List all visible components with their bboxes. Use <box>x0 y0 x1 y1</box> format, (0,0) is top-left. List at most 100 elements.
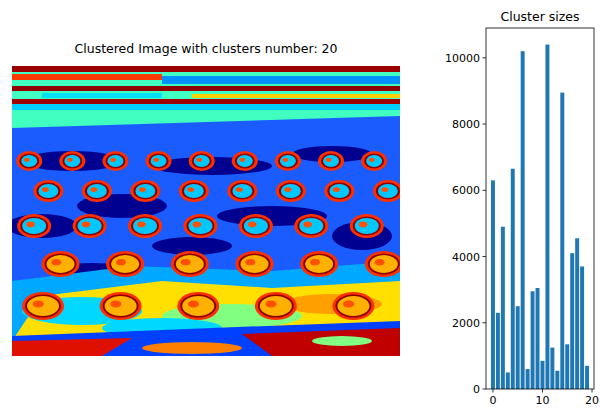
bar <box>555 371 559 389</box>
ring <box>276 180 306 202</box>
ring <box>227 180 257 202</box>
ring <box>102 151 128 171</box>
ring <box>42 251 80 277</box>
ring <box>350 214 384 238</box>
ring-core <box>305 255 333 273</box>
ring <box>364 154 384 169</box>
ring-core <box>359 222 367 228</box>
ring <box>239 214 273 238</box>
ring <box>36 183 60 200</box>
y-tick-label: 6000 <box>452 184 480 197</box>
top-stripe <box>12 66 400 72</box>
y-tick <box>483 190 487 191</box>
bar <box>585 366 589 389</box>
ring-core <box>333 187 340 192</box>
ring-core <box>42 187 49 192</box>
ring-core <box>24 158 30 162</box>
bar <box>575 238 579 389</box>
ring <box>73 214 107 238</box>
ring <box>105 154 125 169</box>
ring-core <box>22 218 46 234</box>
ring-core <box>310 259 320 265</box>
ring-core <box>139 187 146 192</box>
bar <box>526 369 530 389</box>
ring-core <box>110 301 121 308</box>
y-tick <box>483 57 487 58</box>
ring-core <box>343 301 354 308</box>
ring <box>239 254 271 275</box>
y-tick-label: 2000 <box>452 317 480 330</box>
bar <box>521 51 525 389</box>
ring <box>365 251 400 277</box>
ring-core <box>182 296 214 316</box>
ring <box>294 214 328 238</box>
axes-frame <box>486 28 594 389</box>
ring-core <box>151 155 167 167</box>
ring-core <box>133 218 157 234</box>
x-tick-label: 10 <box>535 394 549 407</box>
x-tick <box>542 389 543 393</box>
ring-core <box>329 184 349 198</box>
ring <box>179 180 209 202</box>
x-tick <box>592 389 593 393</box>
ring-core <box>78 218 102 234</box>
ring-core <box>236 187 243 192</box>
top-stripe <box>12 86 400 91</box>
bottom-band <box>242 328 400 356</box>
top-band <box>12 66 400 106</box>
ring <box>20 217 48 236</box>
ring-core <box>196 158 202 162</box>
ring <box>133 183 157 200</box>
y-tick-label: 0 <box>473 383 480 396</box>
ring <box>335 295 371 318</box>
ring <box>327 183 351 200</box>
ring <box>106 251 144 277</box>
ring <box>82 180 112 202</box>
ring-core <box>116 259 126 265</box>
ring-core <box>366 155 382 167</box>
ring <box>321 154 341 169</box>
ring-core <box>381 187 388 192</box>
ring-core <box>188 218 212 234</box>
ring <box>174 254 206 275</box>
bar <box>491 180 495 389</box>
ring <box>16 151 42 171</box>
ring-core <box>245 259 255 265</box>
y-tick-label: 10000 <box>445 52 480 65</box>
y-tick-label: 4000 <box>452 251 480 264</box>
x-tick-label: 20 <box>585 394 599 407</box>
x-tick <box>492 389 493 393</box>
bottom-band <box>12 321 400 356</box>
ring-core <box>21 155 37 167</box>
bar <box>540 361 544 389</box>
ring <box>324 180 354 202</box>
ring <box>182 183 206 200</box>
ring <box>278 154 298 169</box>
ring <box>76 217 104 236</box>
ring <box>186 217 214 236</box>
bottom-blob <box>312 336 372 346</box>
bar <box>550 348 554 389</box>
background <box>12 66 400 356</box>
ring-core <box>237 155 253 167</box>
ring <box>232 151 258 171</box>
ring-core <box>369 158 375 162</box>
bottom-band <box>12 338 132 356</box>
image-title: Clustered Image with clusters number: 20 <box>75 41 338 56</box>
clustered-image <box>12 66 400 356</box>
bar <box>496 313 500 389</box>
lower-region <box>12 261 400 356</box>
ring-core <box>188 301 199 308</box>
x-tick-label: 0 <box>489 394 496 407</box>
ring-core <box>370 255 398 273</box>
ring <box>303 254 335 275</box>
ring-core <box>176 255 204 273</box>
ring <box>45 254 77 275</box>
y-tick <box>483 124 487 125</box>
ring <box>177 292 219 320</box>
bar <box>580 266 584 389</box>
ring-core <box>304 222 312 228</box>
ring-core <box>284 187 291 192</box>
bar <box>565 344 569 389</box>
top-stripe <box>192 94 400 98</box>
